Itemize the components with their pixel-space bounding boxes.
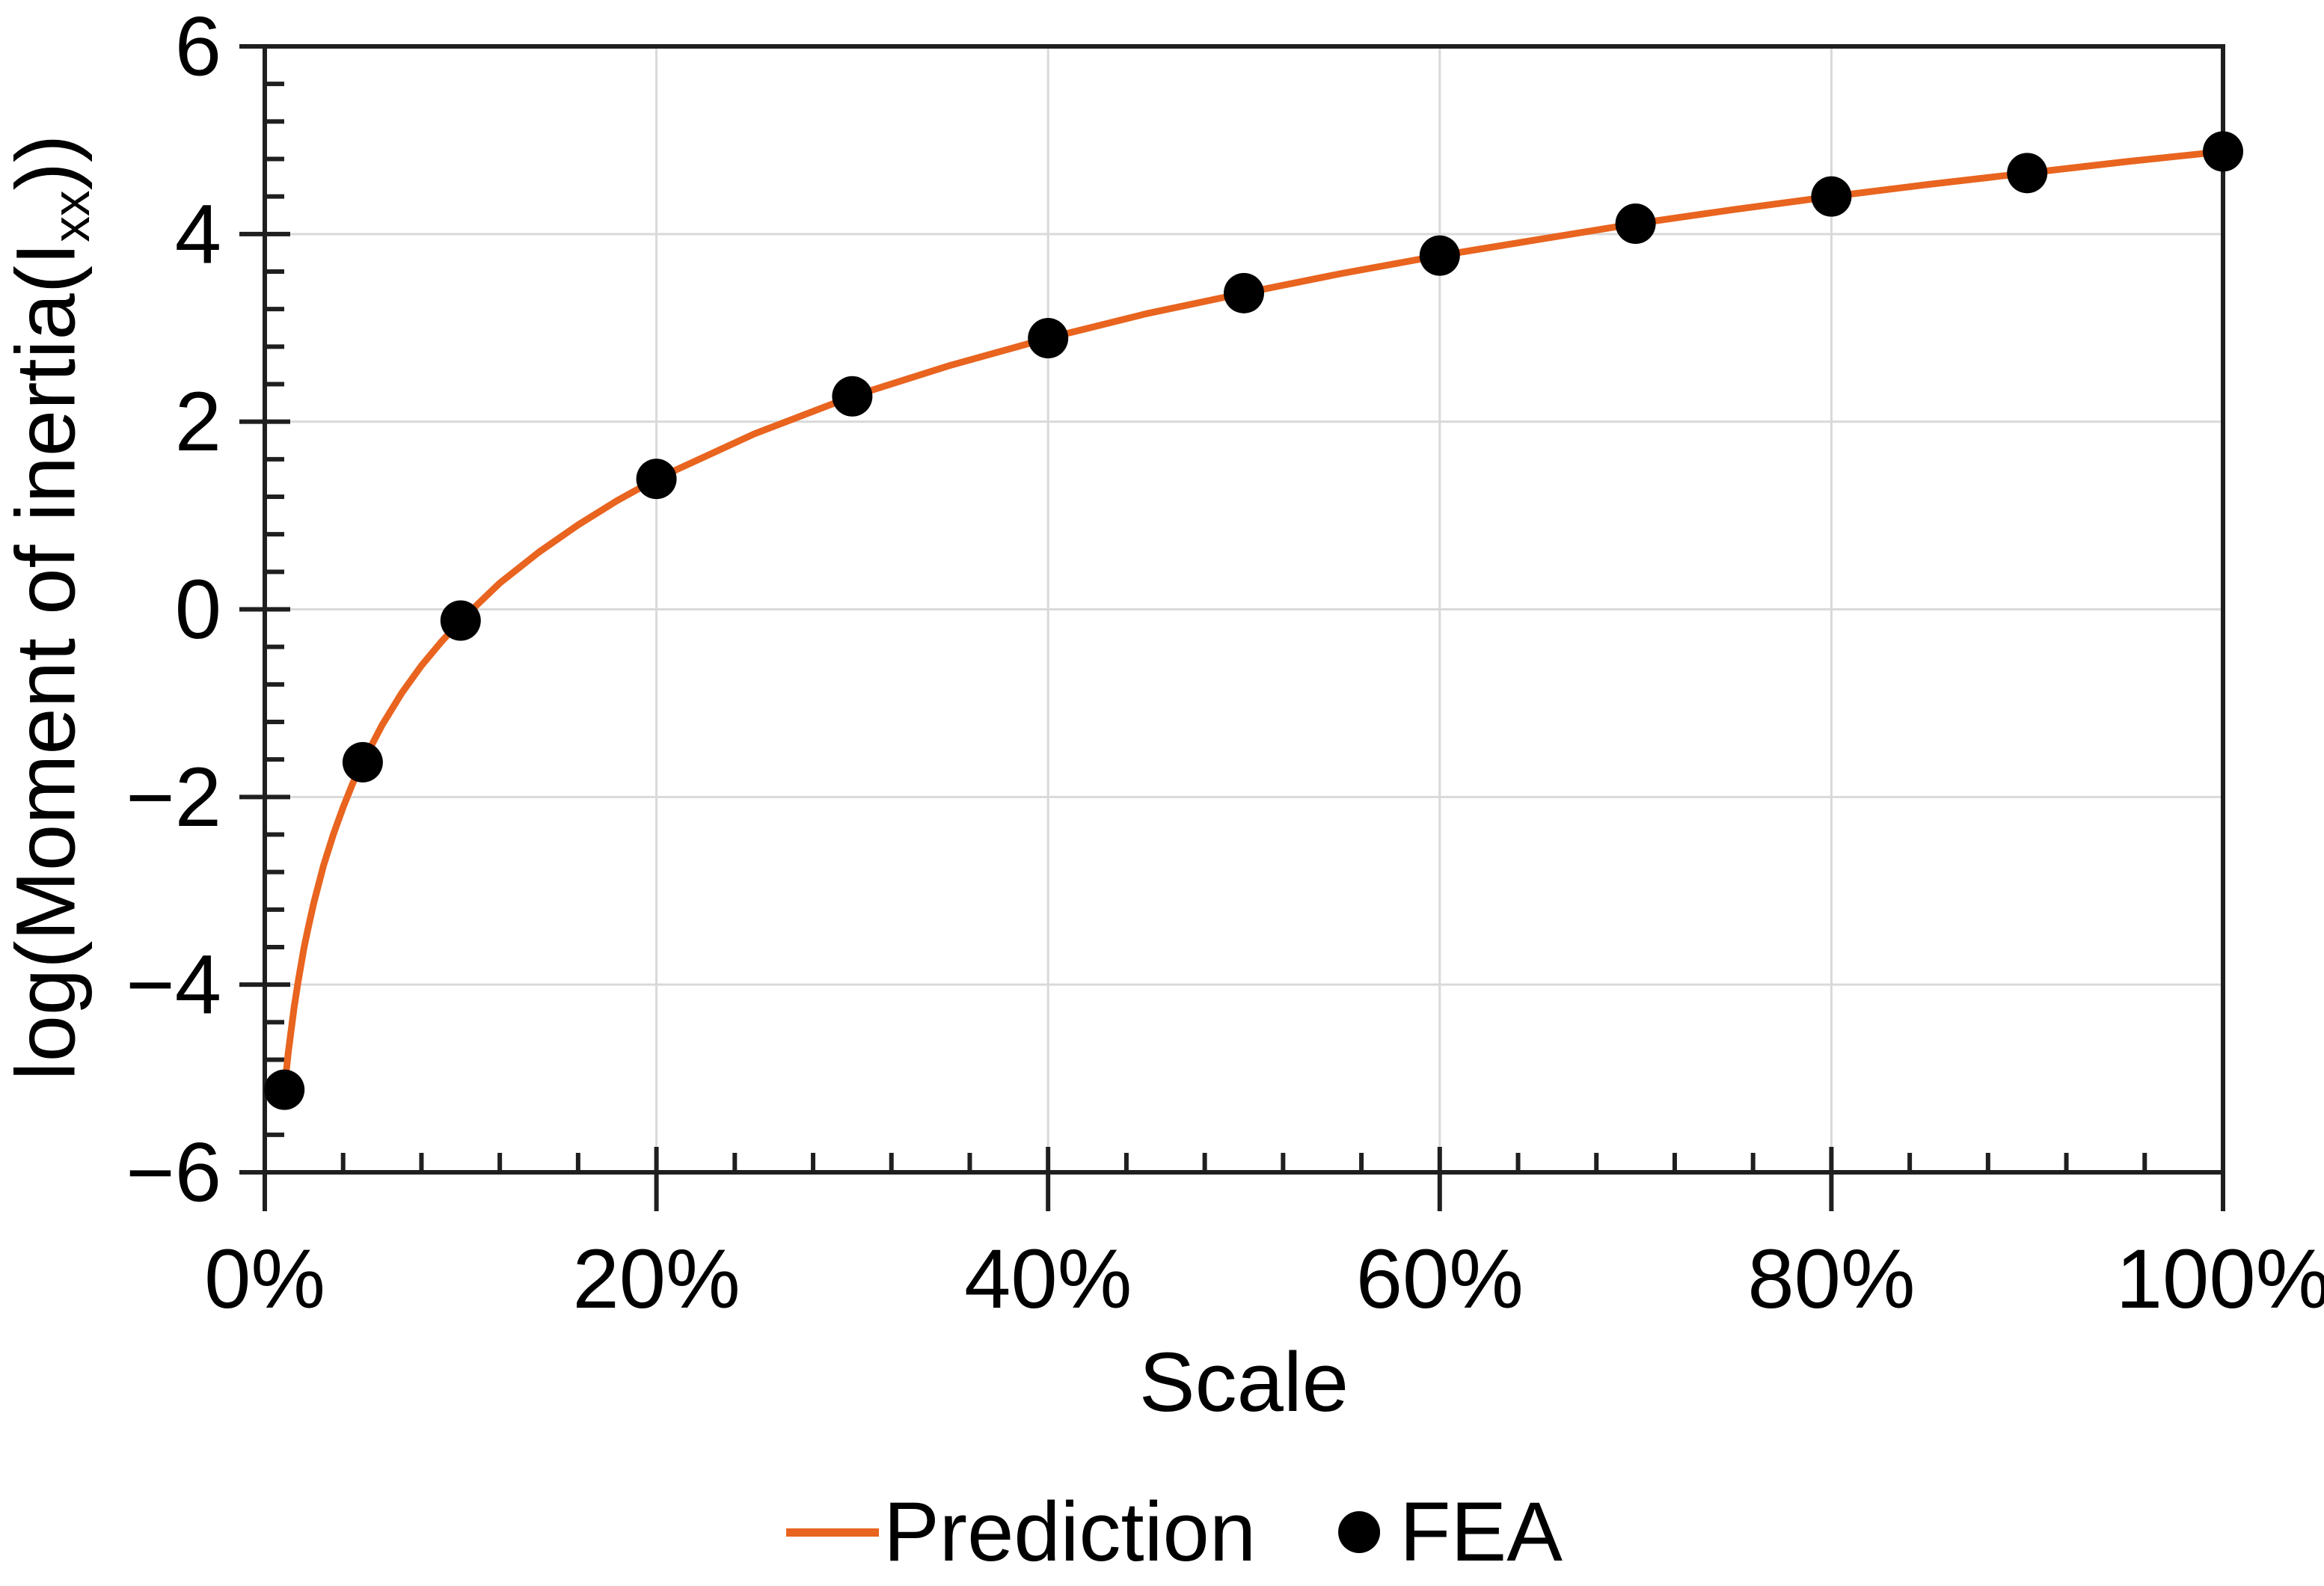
prediction-line-swatch-icon — [786, 1528, 880, 1537]
fea-point — [1028, 318, 1069, 359]
y-tick-label: 2 — [175, 375, 221, 468]
fea-point — [1224, 272, 1264, 313]
fea-point — [342, 741, 383, 783]
fea-point — [1419, 235, 1460, 276]
x-tick-label: 80% — [1747, 1232, 1915, 1326]
x-tick-label: 20% — [573, 1232, 741, 1326]
fea-point — [264, 1069, 305, 1110]
axis-ticks — [239, 44, 2225, 1211]
fea-point — [2203, 131, 2243, 172]
fea-dot-swatch-icon — [1338, 1511, 1381, 1553]
fea-point — [440, 600, 481, 641]
legend: Prediction FEA — [786, 1490, 1563, 1574]
series — [264, 131, 2243, 1110]
y-tick-label: 4 — [175, 187, 221, 281]
y-axis-title-prefix: log(Moment of inertia(I — [0, 242, 93, 1081]
y-axis-title: log(Moment of inertia(Ixx)) — [0, 135, 100, 1080]
legend-item-prediction: Prediction — [786, 1490, 1256, 1574]
fea-point — [832, 376, 873, 417]
x-tick-label: 100% — [2116, 1232, 2324, 1326]
plot-border — [263, 44, 2225, 1175]
fea-point — [2007, 153, 2048, 194]
y-axis-title-subscript: xx — [42, 190, 100, 242]
x-axis-title: Scale — [1138, 1335, 1349, 1429]
x-tick-label: 0% — [204, 1232, 325, 1326]
y-tick-label: 0 — [175, 563, 221, 656]
y-tick-label: −6 — [126, 1126, 221, 1219]
fea-point — [1811, 176, 1852, 217]
fea-point — [1615, 203, 1656, 245]
y-axis-title-suffix: )) — [0, 134, 93, 191]
fea-point — [636, 459, 677, 500]
legend-item-fea: FEA — [1338, 1490, 1563, 1574]
y-tick-label: −2 — [126, 750, 221, 844]
gridlines — [265, 46, 2223, 1172]
x-tick-label: 40% — [964, 1232, 1132, 1326]
tick-labels: 0% 20% 40% 60% 80% 100% 6 4 2 0 −2 −4 −6 — [126, 0, 2324, 1326]
y-tick-label: −4 — [126, 938, 221, 1032]
legend-label-fea: FEA — [1399, 1485, 1563, 1579]
x-tick-label: 60% — [1356, 1232, 1524, 1326]
legend-label-prediction: Prediction — [883, 1485, 1257, 1579]
y-tick-label: 6 — [175, 0, 221, 94]
plot-border — [263, 44, 2225, 1175]
